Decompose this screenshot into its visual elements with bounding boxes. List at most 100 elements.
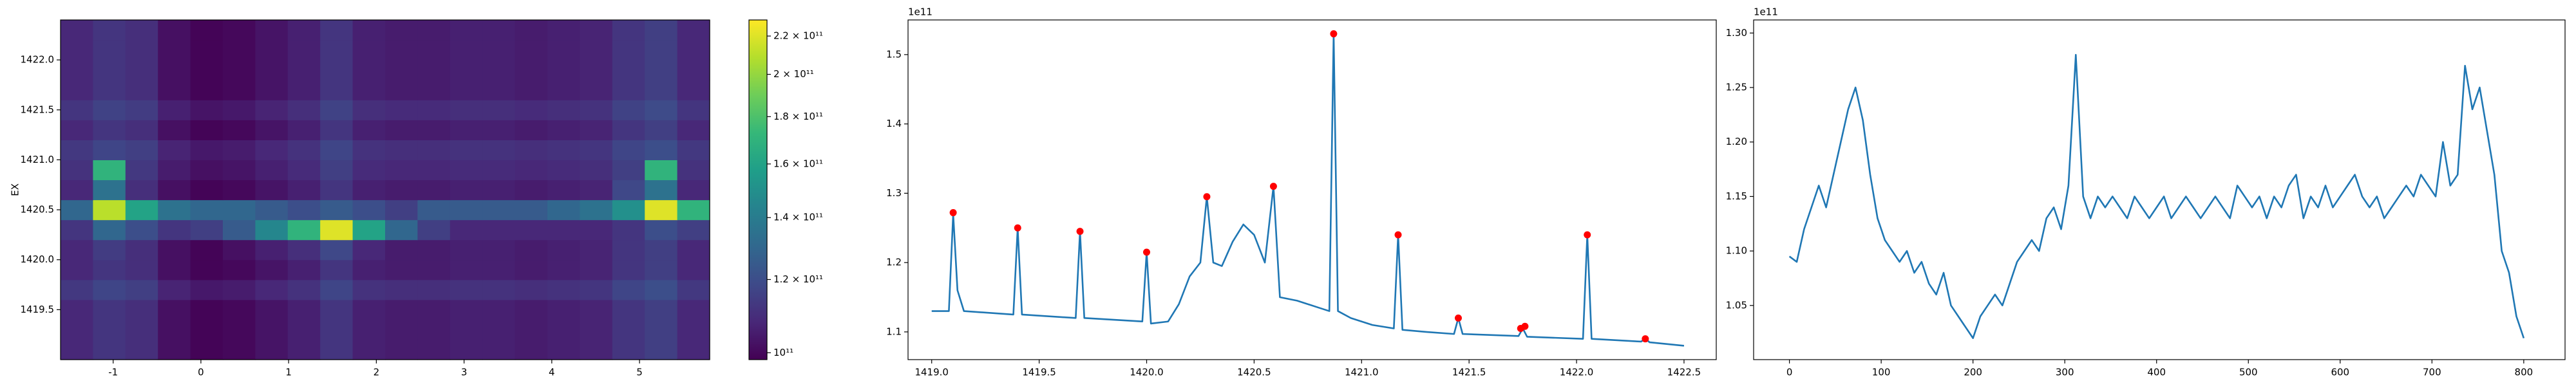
heatmap-cell bbox=[677, 199, 710, 221]
heatmap-cell bbox=[450, 259, 483, 280]
heatmap-cell bbox=[158, 20, 191, 41]
heatmap-cell bbox=[352, 279, 386, 300]
heatmap-cell bbox=[255, 279, 289, 300]
heatmap-cell bbox=[385, 60, 418, 80]
heatmap-cell bbox=[158, 259, 191, 280]
heatmap-cell bbox=[417, 259, 451, 280]
heatmap-cell bbox=[61, 100, 93, 120]
heatmap-cell bbox=[385, 20, 418, 41]
heatmap-cell bbox=[158, 160, 191, 181]
heatmap-cell bbox=[645, 40, 678, 60]
heatmap-cell bbox=[645, 299, 678, 320]
heatmap-cell bbox=[645, 319, 678, 340]
heatmap-cell bbox=[645, 80, 678, 100]
heatmap-cell bbox=[417, 40, 451, 60]
y-tick-label: 1.15 bbox=[1726, 190, 1747, 202]
heatmap-cell bbox=[645, 239, 678, 261]
heatmap-cell bbox=[352, 179, 386, 201]
heatmap-cell bbox=[677, 20, 710, 41]
heatmap-cell bbox=[515, 120, 548, 140]
heatmap-cell bbox=[61, 60, 93, 80]
heatmap-cell bbox=[547, 239, 580, 261]
heatmap-cell bbox=[223, 40, 256, 60]
colorbar-tick-label: 1.6 × 10¹¹ bbox=[773, 158, 823, 169]
heatmap-cell bbox=[677, 60, 710, 80]
heatmap-cell bbox=[287, 120, 321, 140]
peak-marker bbox=[1142, 248, 1150, 256]
heatmap-cell bbox=[320, 40, 354, 60]
heatmap-cell bbox=[352, 299, 386, 320]
heatmap-cell bbox=[612, 120, 645, 140]
heatmap-cell bbox=[125, 40, 158, 60]
data-line bbox=[931, 33, 1685, 347]
heatmap-cell bbox=[93, 299, 126, 320]
heatmap-cell bbox=[255, 259, 289, 280]
peak-marker bbox=[1394, 231, 1402, 239]
heatmap-cell bbox=[645, 219, 678, 241]
peak-marker bbox=[1584, 231, 1591, 239]
heatmap-cell bbox=[320, 299, 354, 320]
heatmap-cell bbox=[547, 179, 580, 201]
y-tick-label: 1.3 bbox=[886, 187, 902, 199]
heatmap-cell bbox=[190, 279, 223, 300]
heatmap-cell bbox=[450, 219, 483, 241]
heatmap-cell bbox=[515, 279, 548, 300]
heatmap-cell bbox=[223, 319, 256, 340]
heatmap-cell bbox=[580, 80, 613, 100]
heatmap-cell bbox=[580, 179, 613, 201]
heatmap-cell bbox=[125, 60, 158, 80]
heatmap-cell bbox=[612, 60, 645, 80]
heatmap-cell bbox=[612, 279, 645, 300]
heatmap-cell bbox=[287, 100, 321, 120]
heatmap-cell bbox=[450, 60, 483, 80]
heatmap-cell bbox=[645, 179, 678, 201]
heatmap-cell bbox=[580, 339, 613, 360]
heatmap-cell bbox=[223, 140, 256, 161]
heatmap-cell bbox=[482, 120, 516, 140]
heatmap-cell bbox=[580, 160, 613, 181]
heatmap-cell bbox=[158, 120, 191, 140]
heatmap-cell bbox=[417, 199, 451, 221]
heatmap-cell bbox=[287, 279, 321, 300]
heatmap-cell bbox=[515, 219, 548, 241]
heatmap-cell bbox=[61, 160, 93, 181]
heatmap-cell bbox=[320, 100, 354, 120]
axes-frame bbox=[1753, 19, 2566, 360]
heatmap-cell bbox=[190, 20, 223, 41]
heatmap-cell bbox=[612, 20, 645, 41]
heatmap-cell bbox=[61, 199, 93, 221]
heatmap-cell bbox=[125, 319, 158, 340]
peak-marker bbox=[1330, 30, 1338, 38]
heatmap-cell bbox=[645, 60, 678, 80]
heatmap-cell bbox=[677, 299, 710, 320]
heatmap-cell bbox=[580, 60, 613, 80]
heatmap-cell bbox=[320, 80, 354, 100]
heatmap-cell bbox=[482, 259, 516, 280]
heatmap-cell bbox=[482, 319, 516, 340]
heatmap-cell bbox=[482, 160, 516, 181]
heatmap-cell bbox=[385, 239, 418, 261]
heatmap-cell bbox=[320, 60, 354, 80]
heatmap-cell bbox=[515, 60, 548, 80]
heatmap-cell bbox=[515, 259, 548, 280]
offset-text: 1e11 bbox=[1754, 6, 1778, 18]
colorbar-tick-label: 1.2 × 10¹¹ bbox=[773, 273, 823, 285]
heatmap-cell bbox=[255, 20, 289, 41]
heatmap-cell bbox=[223, 60, 256, 80]
x-tick-label: 700 bbox=[2423, 367, 2441, 378]
heatmap-cell bbox=[515, 339, 548, 360]
heatmap-cell bbox=[482, 80, 516, 100]
heatmap-cell bbox=[645, 160, 678, 181]
heatmap-cell bbox=[125, 219, 158, 241]
heatmap-cell bbox=[255, 239, 289, 261]
heatmap-cell bbox=[547, 339, 580, 360]
heatmap-cell bbox=[287, 60, 321, 80]
heatmap-cell bbox=[645, 339, 678, 360]
peak-marker bbox=[1642, 335, 1649, 343]
heatmap-cell bbox=[93, 319, 126, 340]
x-tick-label: -1 bbox=[108, 367, 118, 378]
heatmap-cell bbox=[547, 279, 580, 300]
x-tick-label: 0 bbox=[1786, 367, 1793, 378]
heatmap-cell bbox=[645, 199, 678, 221]
colorbar-tick-label: 2 × 10¹¹ bbox=[773, 68, 814, 80]
